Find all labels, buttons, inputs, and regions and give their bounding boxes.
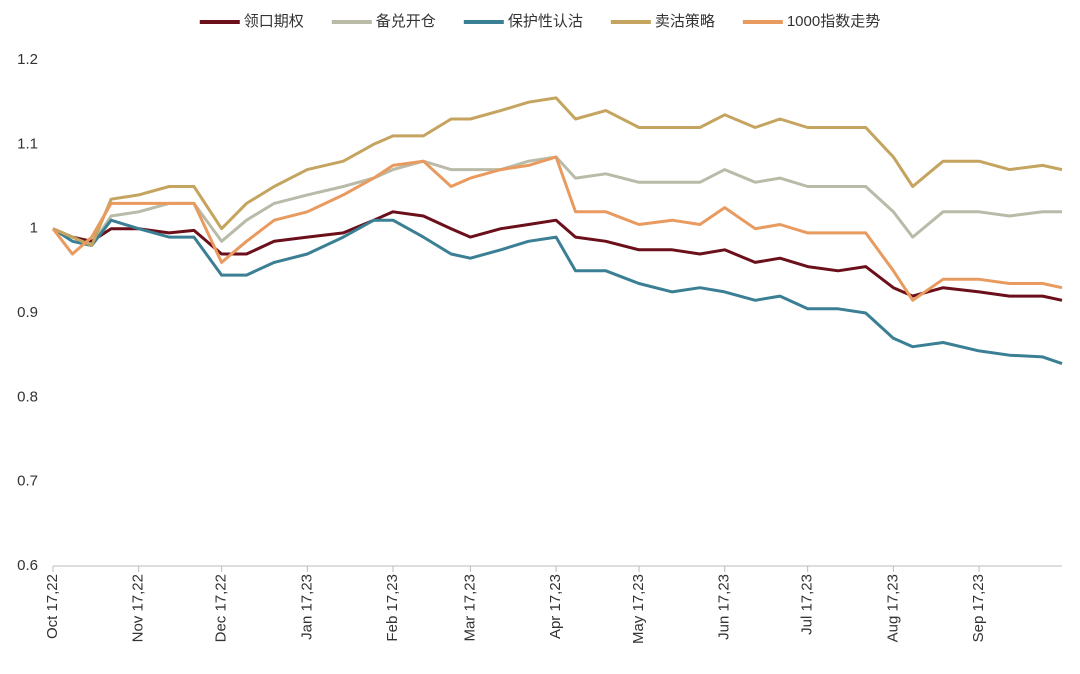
x-tick-label: Apr 17,23: [547, 574, 564, 639]
x-tick-label: Oct 17,22: [44, 574, 61, 639]
series-line: [52, 96, 1063, 247]
y-tick-label: 1.1: [17, 135, 38, 152]
legend: 领口期权 备兑开仓 保护性认沽 卖沽策略 1000指数走势: [199, 13, 880, 30]
y-tick-label: 0.6: [17, 557, 38, 574]
y-tick-label: 1.2: [17, 51, 38, 68]
legend-label: 保护性认沽: [508, 13, 583, 30]
legend-label: 1000指数走势: [787, 13, 880, 30]
series-line: [51, 155, 1063, 302]
legend-label: 备兑开仓: [376, 13, 436, 30]
x-tick-label: Dec 17,22: [213, 574, 230, 642]
x-tick-label: Aug 17,23: [884, 574, 901, 642]
y-tick-label: 1: [30, 220, 38, 237]
x-tick-label: Sep 17,23: [970, 574, 987, 642]
legend-label: 领口期权: [244, 13, 304, 30]
x-tick-label: Jun 17,23: [716, 574, 733, 640]
x-tick-label: Mar 17,23: [461, 574, 478, 642]
x-tick-label: Jan 17,23: [298, 574, 315, 640]
y-tick-label: 0.7: [17, 473, 38, 490]
series-line: [52, 210, 1063, 302]
x-tick-label: Feb 17,23: [384, 574, 401, 642]
legend-label: 卖沽策略: [655, 13, 715, 30]
x-tick-label: Nov 17,22: [130, 574, 147, 642]
x-tick-label: Jul 17,23: [799, 574, 816, 635]
series-line: [52, 218, 1063, 366]
x-tick-label: May 17,23: [630, 574, 647, 644]
y-tick-label: 0.8: [17, 388, 38, 405]
y-tick-label: 0.9: [17, 304, 38, 321]
